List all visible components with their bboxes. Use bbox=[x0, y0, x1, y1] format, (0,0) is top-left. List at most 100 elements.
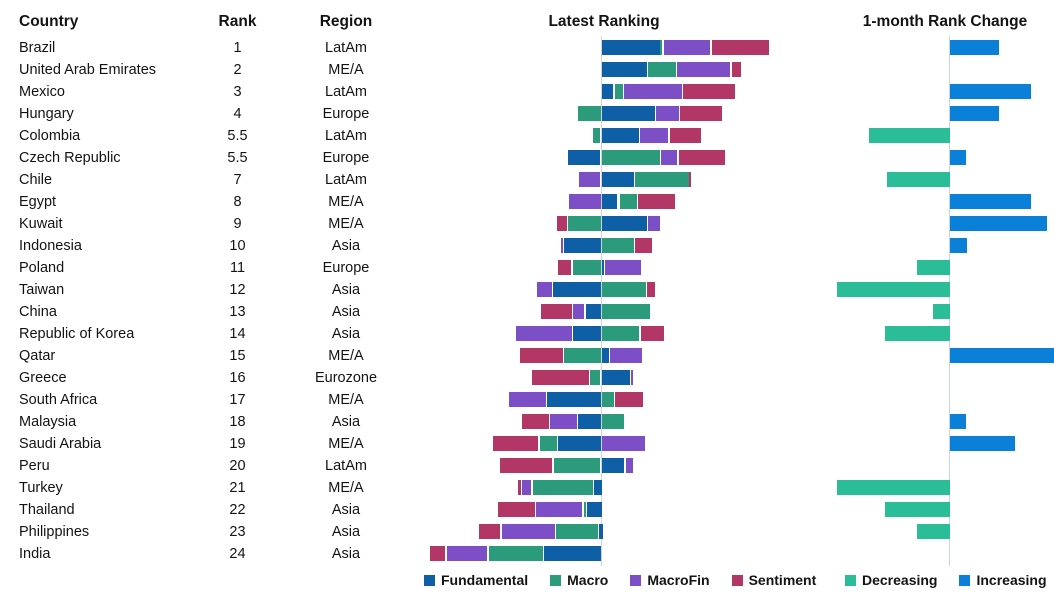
table-row: Chile 7 LatAm bbox=[0, 169, 1054, 191]
rank-cell: 17 bbox=[229, 391, 246, 408]
region-cell: Asia bbox=[331, 545, 361, 562]
ranking-bar-segment-sentiment bbox=[531, 370, 589, 385]
rank-cell: 24 bbox=[229, 545, 246, 562]
ranking-bar-segment-macrofin bbox=[521, 480, 531, 495]
table-row: Turkey 21 ME/A bbox=[0, 477, 1054, 499]
table-row: Saudi Arabia 19 ME/A bbox=[0, 433, 1054, 455]
rank-change-bar-decreasing bbox=[884, 326, 950, 341]
ranking-bar-segment-macro bbox=[539, 436, 557, 451]
ranking-bar-segment-sentiment bbox=[478, 524, 500, 539]
ranking-bar-segment-macro bbox=[589, 370, 600, 385]
ranking-bar-segment-macro bbox=[563, 348, 601, 363]
ranking-bar-segment-macro bbox=[567, 216, 601, 231]
table-row: Malaysia 18 Asia bbox=[0, 411, 1054, 433]
ranking-bar-segment-sentiment bbox=[497, 502, 535, 517]
ranking-bar-segment-macrofin bbox=[508, 392, 546, 407]
ranking-bar-segment-macrofin bbox=[536, 282, 552, 297]
table-row: Hungary 4 Europe bbox=[0, 103, 1054, 125]
column-header-country: Country bbox=[19, 13, 79, 30]
region-cell: ME/A bbox=[328, 479, 364, 496]
table-row: Mexico 3 LatAm bbox=[0, 81, 1054, 103]
rank-cell: 14 bbox=[229, 325, 246, 342]
country-cell: Saudi Arabia bbox=[19, 435, 102, 452]
rank-cell: 22 bbox=[229, 501, 246, 518]
ranking-bar-segment-fundamental bbox=[585, 304, 601, 319]
ranking-bar-segment-macrofin bbox=[578, 172, 600, 187]
country-cell: South Africa bbox=[19, 391, 98, 408]
ranking-bar-segment-macro bbox=[601, 304, 650, 319]
rank-cell: 21 bbox=[229, 479, 246, 496]
ranking-bar-segment-macrofin bbox=[568, 194, 601, 209]
legend-label: Sentiment bbox=[748, 572, 817, 588]
rank-cell: 1 bbox=[233, 39, 242, 56]
ranking-bar-segment-macrofin bbox=[601, 436, 645, 451]
ranking-bar-segment-fundamental bbox=[563, 238, 601, 253]
ranking-bar-segment-macro bbox=[634, 172, 689, 187]
table-row: Brazil 1 LatAm bbox=[0, 37, 1054, 59]
region-cell: Eurozone bbox=[314, 369, 378, 386]
legend-item-macro: Macro bbox=[550, 572, 608, 588]
ranking-bar-segment-sentiment bbox=[711, 40, 769, 55]
ranking-bar-segment-fundamental bbox=[557, 436, 601, 451]
region-cell: ME/A bbox=[328, 215, 364, 232]
column-header-region: Region bbox=[319, 13, 373, 30]
rank-cell: 4 bbox=[233, 105, 242, 122]
region-cell: Europe bbox=[322, 105, 370, 122]
table-row: Indonesia 10 Asia bbox=[0, 235, 1054, 257]
macrofin-swatch-icon bbox=[630, 574, 642, 586]
ranking-bar-segment-macrofin bbox=[663, 40, 710, 55]
table-row: Thailand 22 Asia bbox=[0, 499, 1054, 521]
region-cell: ME/A bbox=[328, 391, 364, 408]
increasing-swatch-icon bbox=[959, 574, 971, 586]
country-cell: Philippines bbox=[19, 523, 90, 540]
region-cell: ME/A bbox=[328, 61, 364, 78]
table-row: Philippines 23 Asia bbox=[0, 521, 1054, 543]
legend-label: Increasing bbox=[976, 572, 1047, 588]
country-cell: Greece bbox=[19, 369, 67, 386]
region-cell: Asia bbox=[331, 281, 361, 298]
rank-change-bar-increasing bbox=[949, 40, 999, 55]
legend-label: Macro bbox=[567, 572, 609, 588]
ranking-bar-segment-sentiment bbox=[519, 348, 563, 363]
decreasing-swatch-icon bbox=[845, 574, 856, 586]
ranking-bar-segment-sentiment bbox=[540, 304, 572, 319]
country-cell: Kuwait bbox=[19, 215, 63, 232]
ranking-bar-segment-sentiment bbox=[679, 106, 722, 121]
table-row: Colombia 5.5 LatAm bbox=[0, 125, 1054, 147]
country-cell: Poland bbox=[19, 259, 65, 276]
rank-cell: 13 bbox=[229, 303, 246, 320]
ranking-bar-segment-macro bbox=[532, 480, 593, 495]
rank-cell: 3 bbox=[233, 83, 242, 100]
rank-cell: 2 bbox=[233, 61, 242, 78]
country-cell: United Arab Emirates bbox=[19, 61, 157, 78]
ranking-bar-segment-fundamental bbox=[601, 106, 655, 121]
ranking-bar-segment-fundamental bbox=[601, 370, 630, 385]
table-row: Kuwait 9 ME/A bbox=[0, 213, 1054, 235]
ranking-bar-segment-macrofin bbox=[655, 106, 679, 121]
ranking-bar-segment-sentiment bbox=[556, 216, 567, 231]
ranking-bar-segment-sentiment bbox=[646, 282, 655, 297]
ranking-bar-segment-fundamental bbox=[601, 216, 647, 231]
ranking-bar-segment-macrofin bbox=[623, 84, 682, 99]
ranking-bar-segment-macro bbox=[592, 128, 600, 143]
table-row: Qatar 15 ME/A bbox=[0, 345, 1054, 367]
region-cell: Asia bbox=[331, 501, 361, 518]
region-cell: LatAm bbox=[325, 171, 367, 188]
rank-change-bar-increasing bbox=[949, 436, 1015, 451]
rank-change-bar-decreasing bbox=[932, 304, 950, 319]
ranking-bar-segment-fundamental bbox=[593, 480, 602, 495]
country-cell: Qatar bbox=[19, 347, 56, 364]
rank-cell: 15 bbox=[229, 347, 246, 364]
legend-rank-change: Decreasing Increasing bbox=[845, 571, 1047, 589]
rank-change-bar-decreasing bbox=[868, 128, 950, 143]
country-cell: Mexico bbox=[19, 83, 65, 100]
table-row: Poland 11 Europe bbox=[0, 257, 1054, 279]
region-cell: Asia bbox=[331, 303, 361, 320]
ranking-bar-segment-macrofin bbox=[535, 502, 582, 517]
table-row: Greece 16 Eurozone bbox=[0, 367, 1054, 389]
rank-cell: 11 bbox=[229, 259, 246, 276]
rank-change-bar-decreasing bbox=[884, 502, 950, 517]
ranking-bar-segment-macro bbox=[583, 502, 586, 517]
legend-latest-ranking: Fundamental Macro MacroFin Sentiment bbox=[424, 571, 816, 589]
